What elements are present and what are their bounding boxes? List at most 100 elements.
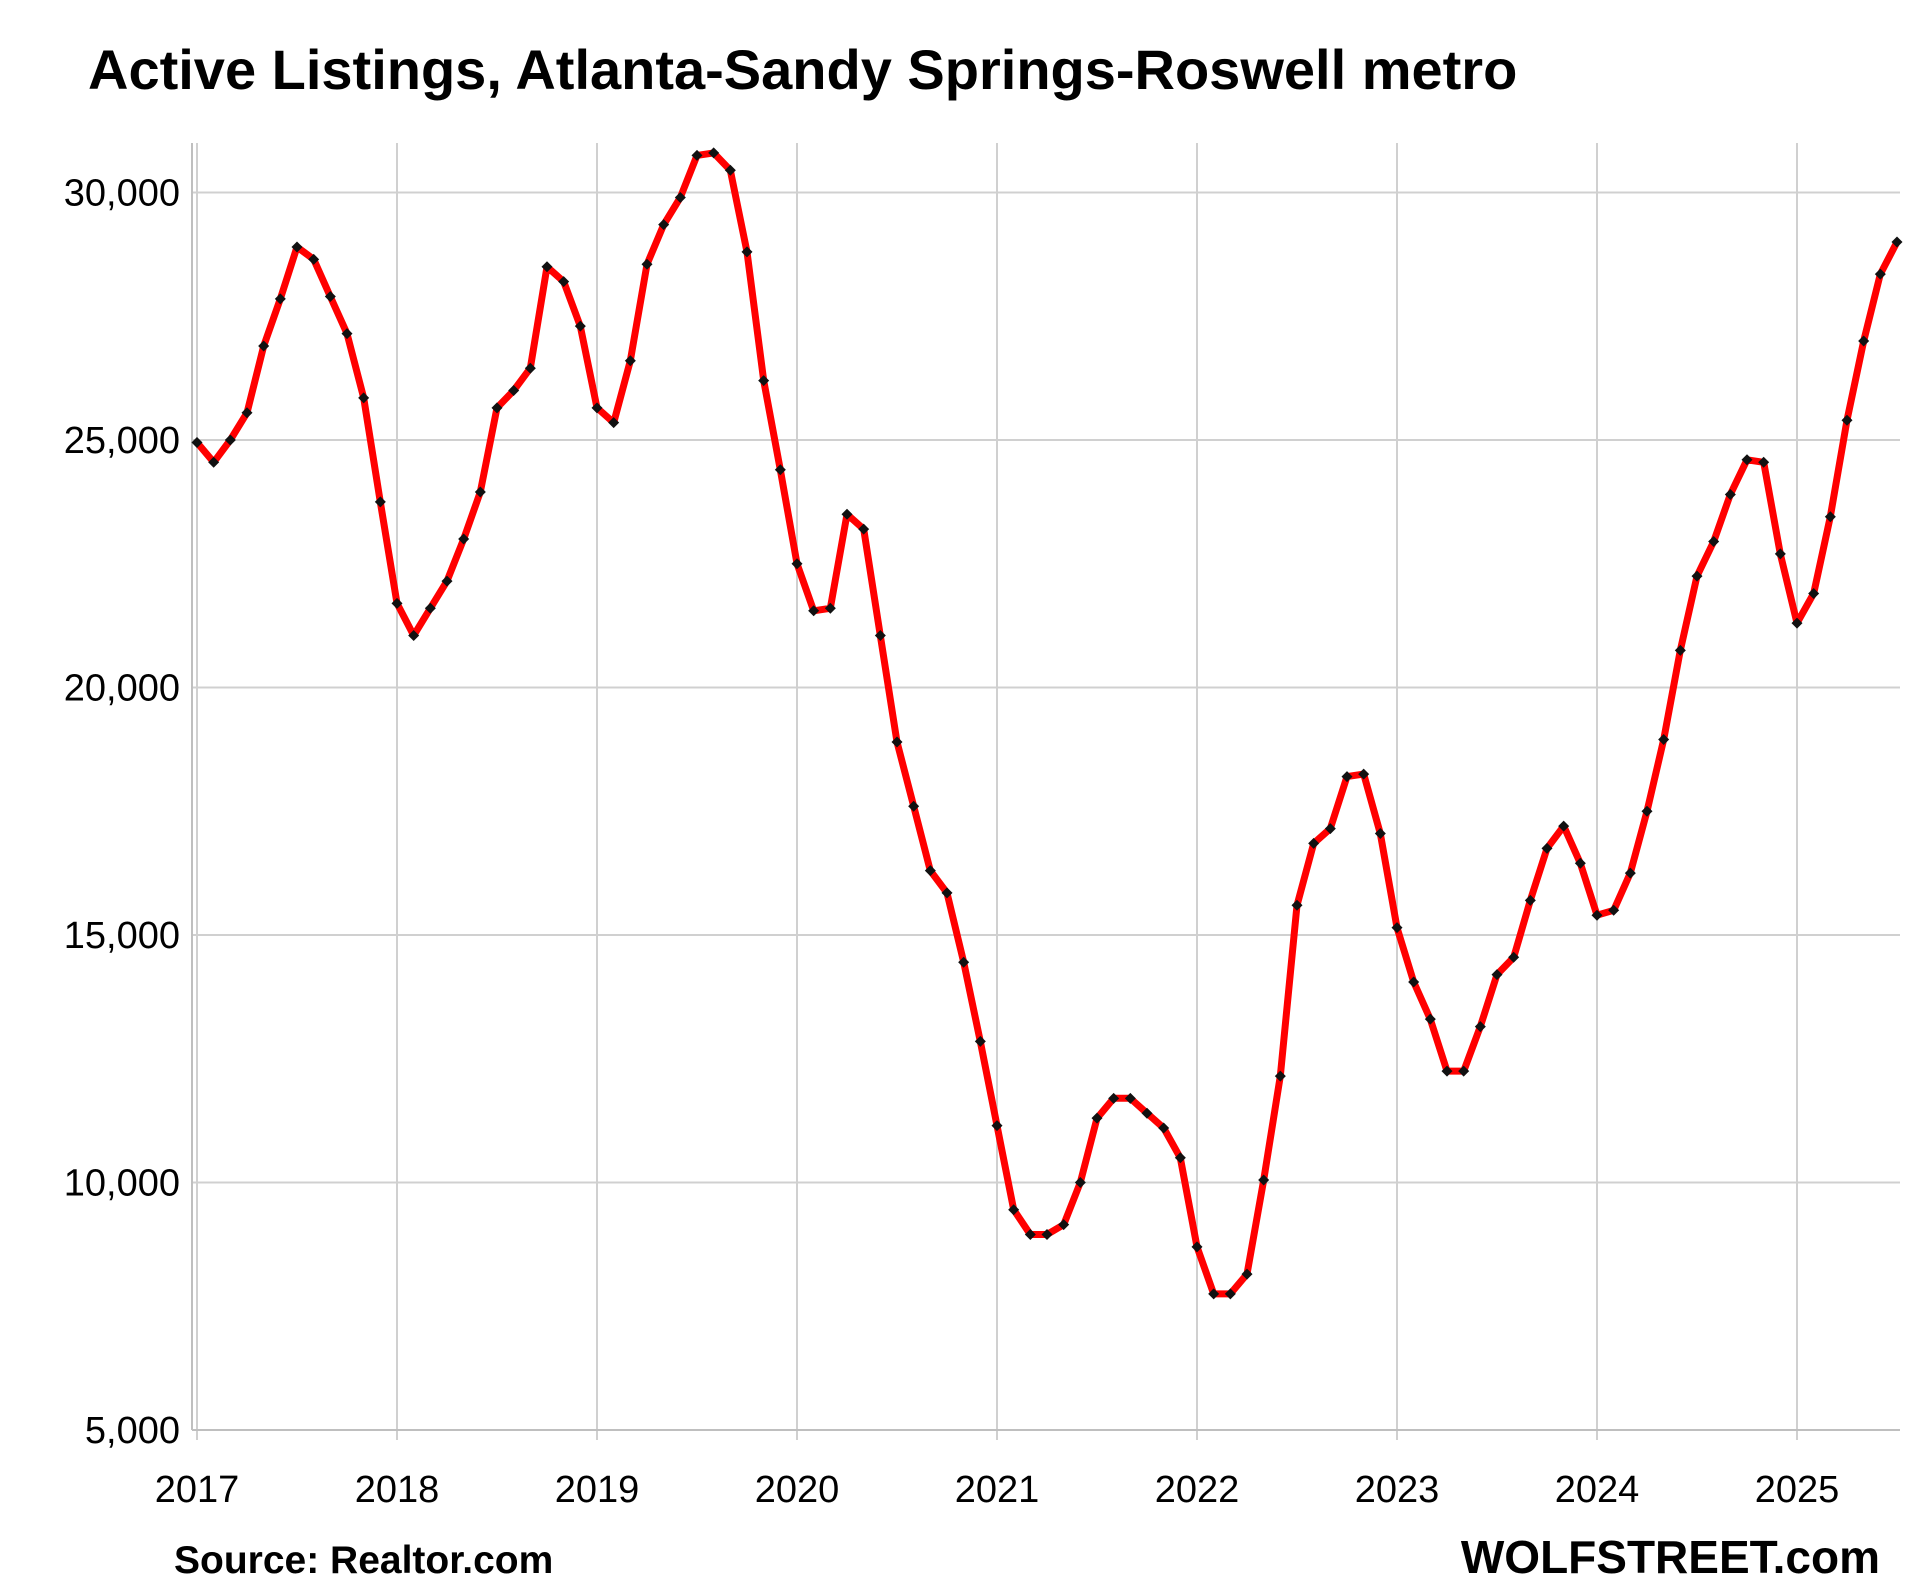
data-point	[1091, 1112, 1103, 1124]
data-point	[324, 290, 336, 302]
chart-title: Active Listings, Atlanta-Sandy Springs-R…	[88, 38, 1517, 101]
data-point	[191, 436, 203, 448]
data-point	[674, 191, 686, 203]
data-point	[1291, 899, 1303, 911]
y-tick-label: 10,000	[64, 1163, 180, 1205]
y-axis-ticks: 5,000 10,000 15,000 20,000 25,000 30,000	[64, 173, 180, 1453]
data-point	[541, 261, 553, 273]
data-point	[908, 800, 920, 812]
data-point	[574, 320, 586, 332]
x-tick-label: 2025	[1755, 1469, 1840, 1511]
data-point	[691, 149, 703, 161]
data-point	[1474, 1021, 1486, 1033]
data-point	[524, 362, 536, 374]
data-point	[1258, 1174, 1270, 1186]
data-point	[708, 147, 720, 159]
data-point	[958, 956, 970, 968]
data-point	[624, 355, 636, 367]
data-point	[441, 575, 453, 587]
data-point	[1641, 805, 1653, 817]
data-point	[1341, 771, 1353, 783]
data-point	[1674, 644, 1686, 656]
data-point	[641, 258, 653, 270]
data-point	[1408, 976, 1420, 988]
data-point	[208, 456, 220, 468]
data-point	[874, 630, 886, 642]
data-point	[1241, 1268, 1253, 1280]
data-point	[1308, 837, 1320, 849]
x-tick-label: 2022	[1155, 1469, 1240, 1511]
data-point	[1841, 414, 1853, 426]
data-point	[1758, 456, 1770, 468]
data-point	[508, 385, 520, 396]
data-point	[558, 276, 570, 288]
data-point	[1624, 867, 1636, 879]
data-point	[1041, 1228, 1053, 1240]
data-point	[1724, 488, 1736, 500]
data-point	[941, 887, 953, 899]
data-point	[308, 253, 320, 265]
data-point	[474, 486, 486, 498]
data-point	[741, 246, 753, 258]
data-point	[1874, 268, 1886, 280]
data-point	[1324, 823, 1336, 835]
data-point	[224, 434, 236, 446]
data-point	[1424, 1013, 1436, 1025]
x-tick-label: 2021	[955, 1469, 1040, 1511]
data-point	[1174, 1152, 1186, 1164]
x-tick-label: 2019	[555, 1469, 640, 1511]
data-point	[1124, 1092, 1136, 1104]
data-point	[1524, 894, 1536, 906]
data-point	[1774, 548, 1786, 560]
data-point	[974, 1035, 986, 1047]
x-tick-label: 2023	[1355, 1469, 1440, 1511]
data-point	[1558, 820, 1570, 832]
data-point	[1808, 587, 1820, 599]
data-point	[341, 328, 353, 340]
data-point	[1508, 951, 1520, 963]
x-tick-label: 2020	[755, 1469, 840, 1511]
data-point	[1541, 842, 1553, 854]
data-point	[591, 402, 603, 414]
data-point	[824, 602, 836, 614]
data-point	[1608, 904, 1620, 916]
data-point	[1741, 454, 1753, 466]
data-point	[1058, 1219, 1070, 1231]
data-point	[841, 508, 853, 520]
data-point	[791, 558, 803, 570]
data-point	[1158, 1122, 1170, 1134]
data-point	[408, 630, 420, 642]
data-point	[291, 241, 303, 253]
data-point	[1208, 1288, 1220, 1300]
y-tick-label: 15,000	[64, 915, 180, 957]
data-point	[1224, 1288, 1236, 1300]
data-point	[1008, 1204, 1020, 1216]
data-point	[1858, 335, 1870, 347]
data-point	[1274, 1070, 1286, 1082]
y-tick-label: 5,000	[85, 1410, 180, 1452]
grid	[192, 143, 1900, 1440]
source-note: Source: Realtor.com	[174, 1539, 553, 1582]
x-tick-label: 2024	[1555, 1469, 1640, 1511]
data-point	[491, 402, 503, 414]
series-line	[193, 149, 1901, 1298]
series-active-listings	[191, 147, 1903, 1300]
x-axis-ticks: 2017 2018 2019 2020 2021 2022 2023 2024 2025	[155, 1469, 1840, 1511]
data-point	[424, 602, 436, 614]
data-point	[1691, 570, 1703, 582]
data-point	[374, 496, 386, 508]
data-point	[658, 219, 670, 231]
data-point	[758, 375, 770, 387]
data-point	[1374, 828, 1386, 840]
data-point	[1108, 1092, 1120, 1104]
data-point	[1491, 969, 1503, 981]
data-point	[458, 533, 470, 545]
data-point	[241, 407, 253, 419]
data-point	[774, 464, 786, 476]
data-point	[391, 597, 403, 609]
data-point	[1191, 1241, 1203, 1253]
data-point	[1074, 1177, 1086, 1188]
y-tick-label: 20,000	[64, 668, 180, 710]
